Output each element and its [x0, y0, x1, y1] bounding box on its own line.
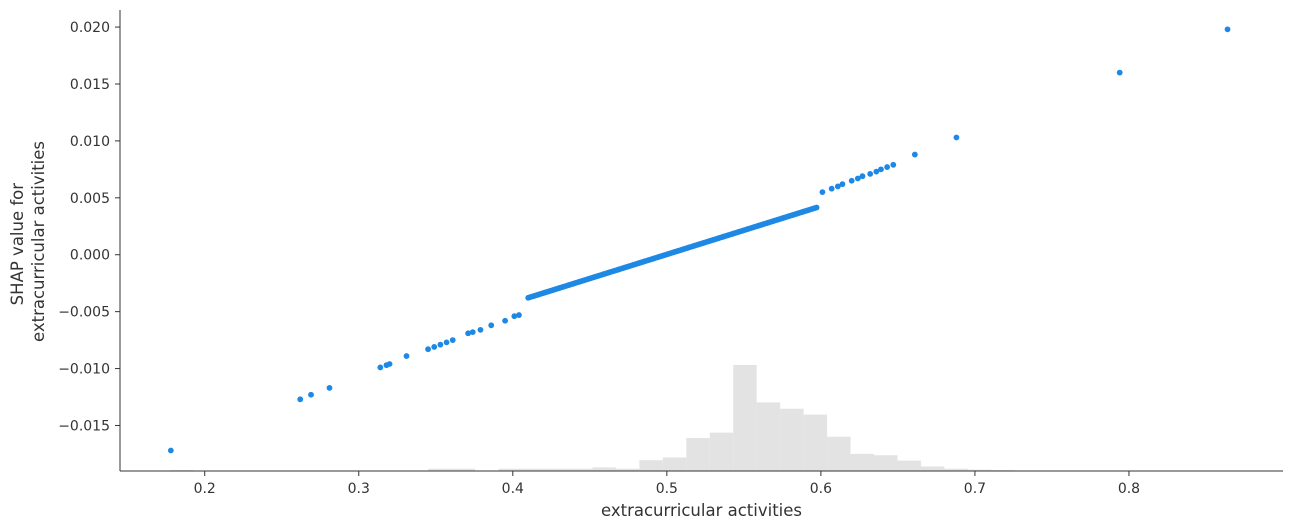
y-axis-title: SHAP value for extracurricular activitie…: [8, 141, 48, 342]
histogram-bar: [967, 469, 992, 471]
y-axis-title-line-1: SHAP value for: [8, 183, 27, 306]
x-tick-label: 0.6: [810, 481, 832, 497]
histogram-bar: [639, 460, 663, 471]
scatter-point: [1224, 26, 1231, 33]
x-tick-label: 0.5: [656, 481, 678, 497]
y-axis-title-line-2: extracurricular activities: [29, 141, 48, 342]
histogram-bar: [662, 457, 687, 471]
scatter-point: [848, 177, 855, 184]
scatter-point: [511, 313, 518, 320]
y-tick-label: 0.005: [70, 191, 110, 207]
scatter-point: [502, 317, 508, 324]
histogram-bar: [850, 453, 875, 471]
scatter-point: [425, 346, 431, 353]
scatter-point: [449, 337, 456, 343]
histogram-bar: [874, 455, 898, 471]
histogram-bar: [615, 468, 640, 471]
scatter-points: [167, 26, 1231, 454]
x-tick-label: 0.2: [194, 481, 216, 497]
histogram-bar: [451, 468, 476, 471]
y-tick-label: −0.010: [58, 362, 110, 378]
scatter-point: [443, 339, 450, 346]
x-tick-label: 0.4: [502, 481, 524, 497]
scatter-point: [297, 396, 304, 403]
scatter-point: [377, 364, 384, 371]
scatter-point: [326, 385, 333, 391]
scatter-point: [911, 151, 918, 158]
feature-histogram: [170, 364, 1227, 471]
x-axis-ticks: 0.2 0.3 0.4 0.5 0.6 0.7 0.8: [194, 471, 1140, 497]
scatter-point: [308, 391, 314, 398]
histogram-bar: [568, 468, 593, 471]
y-tick-label: 0.000: [70, 248, 110, 264]
y-tick-label: 0.015: [70, 77, 110, 93]
scatter-point: [828, 185, 835, 192]
histogram-bar: [897, 460, 921, 471]
histogram-bar: [780, 408, 804, 471]
scatter-point: [873, 168, 880, 175]
scatter-point: [386, 361, 393, 367]
y-tick-label: −0.005: [58, 305, 110, 321]
histogram-bar: [733, 364, 757, 471]
scatter-point: [867, 171, 874, 177]
histogram-bar: [522, 468, 546, 471]
histogram-bar: [803, 414, 828, 471]
scatter-point: [854, 175, 861, 182]
x-tick-label: 0.8: [1118, 481, 1140, 497]
histogram-bar: [686, 438, 710, 471]
histogram-bar: [827, 436, 851, 471]
histogram-bar: [944, 468, 968, 471]
scatter-point: [516, 312, 522, 318]
scatter-point: [431, 344, 438, 350]
x-tick-label: 0.3: [348, 481, 370, 497]
histogram-bar: [545, 468, 569, 471]
scatter-point: [839, 181, 846, 188]
histogram-bar: [498, 468, 523, 471]
scatter-point: [859, 173, 866, 180]
y-tick-label: −0.015: [58, 418, 110, 434]
scatter-point: [890, 161, 897, 168]
scatter-point: [437, 341, 444, 348]
scatter-point: [878, 166, 884, 173]
histogram-bar: [592, 467, 616, 471]
histogram-bar: [920, 466, 945, 471]
x-axis-title: extracurricular activities: [601, 501, 802, 520]
histogram-bar: [428, 468, 452, 471]
scatter-point: [1116, 69, 1123, 76]
scatter-point: [167, 447, 174, 454]
scatter-point: [469, 329, 476, 336]
scatter-point: [953, 134, 960, 141]
scatter-point: [819, 189, 826, 196]
scatter-point: [465, 330, 472, 337]
scatter-point: [813, 204, 820, 211]
y-tick-label: 0.020: [70, 20, 110, 36]
scatter-point: [403, 353, 410, 359]
scatter-point: [488, 322, 495, 329]
scatter-point: [884, 164, 891, 170]
y-tick-label: 0.010: [70, 134, 110, 150]
histogram-bar: [756, 402, 781, 471]
scatter-point: [477, 326, 484, 333]
scatter-point: [834, 183, 841, 190]
y-axis-ticks: −0.015 −0.010 −0.005 0.000 0.005 0.010 0.015 0.…: [58, 20, 120, 434]
histogram-bar: [709, 432, 734, 471]
x-tick-label: 0.7: [964, 481, 986, 497]
